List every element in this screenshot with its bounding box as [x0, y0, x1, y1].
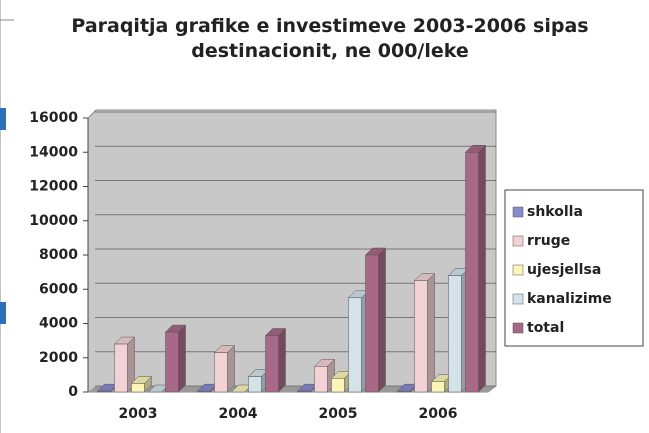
legend-swatch — [512, 235, 524, 247]
legend-label: rruge — [527, 233, 570, 249]
legend-label: kanalizime — [527, 291, 612, 307]
bar — [265, 335, 279, 393]
bar-side — [178, 324, 186, 393]
bar-side — [227, 345, 235, 393]
x-tick-label: 2004 — [219, 406, 258, 422]
y-tick-label: 10000 — [29, 213, 78, 229]
legend-swatch — [512, 322, 524, 334]
bar — [365, 254, 379, 393]
bar — [214, 352, 228, 393]
legend-label: shkolla — [527, 204, 583, 220]
bar-side — [478, 144, 486, 393]
y-tick-label: 16000 — [29, 110, 78, 126]
legend-swatch — [512, 206, 524, 218]
bar — [465, 152, 479, 393]
bar — [197, 390, 211, 393]
bar-side — [427, 273, 435, 393]
bar-side — [378, 247, 386, 393]
bar — [97, 390, 111, 393]
bar — [248, 376, 262, 393]
x-tick-label: 2006 — [419, 406, 458, 422]
legend-label: ujesjellsa — [527, 262, 601, 278]
legend-swatch — [512, 293, 524, 305]
bar — [297, 390, 311, 393]
bar — [397, 390, 411, 393]
bar — [114, 343, 128, 393]
y-tick-label: 8000 — [39, 247, 78, 263]
sheet-cell — [0, 108, 6, 130]
y-tick-label: 4000 — [39, 316, 78, 332]
legend-swatch — [512, 264, 524, 276]
y-tick-label: 0 — [68, 384, 78, 400]
legend-label: total — [527, 320, 564, 336]
y-tick-label: 6000 — [39, 281, 78, 297]
y-tick-label: 12000 — [29, 179, 78, 195]
bar — [348, 297, 362, 393]
y-tick-label: 2000 — [39, 350, 78, 366]
sheet-cell — [0, 302, 6, 324]
chart-title: Paraqitja grafike e investimeve 2003-200… — [71, 15, 589, 62]
bar-side — [278, 327, 286, 393]
x-tick-label: 2005 — [319, 406, 358, 422]
bar — [131, 383, 145, 393]
y-tick-label: 14000 — [29, 144, 78, 160]
bar — [448, 275, 462, 393]
plot-floor — [88, 386, 496, 392]
plot-wall — [87, 109, 497, 393]
bar — [431, 381, 445, 393]
bar — [414, 280, 428, 393]
bar — [314, 366, 328, 393]
bar — [165, 331, 179, 393]
legend-box — [504, 189, 644, 347]
x-tick-label: 2003 — [119, 406, 158, 422]
bar — [331, 378, 345, 393]
